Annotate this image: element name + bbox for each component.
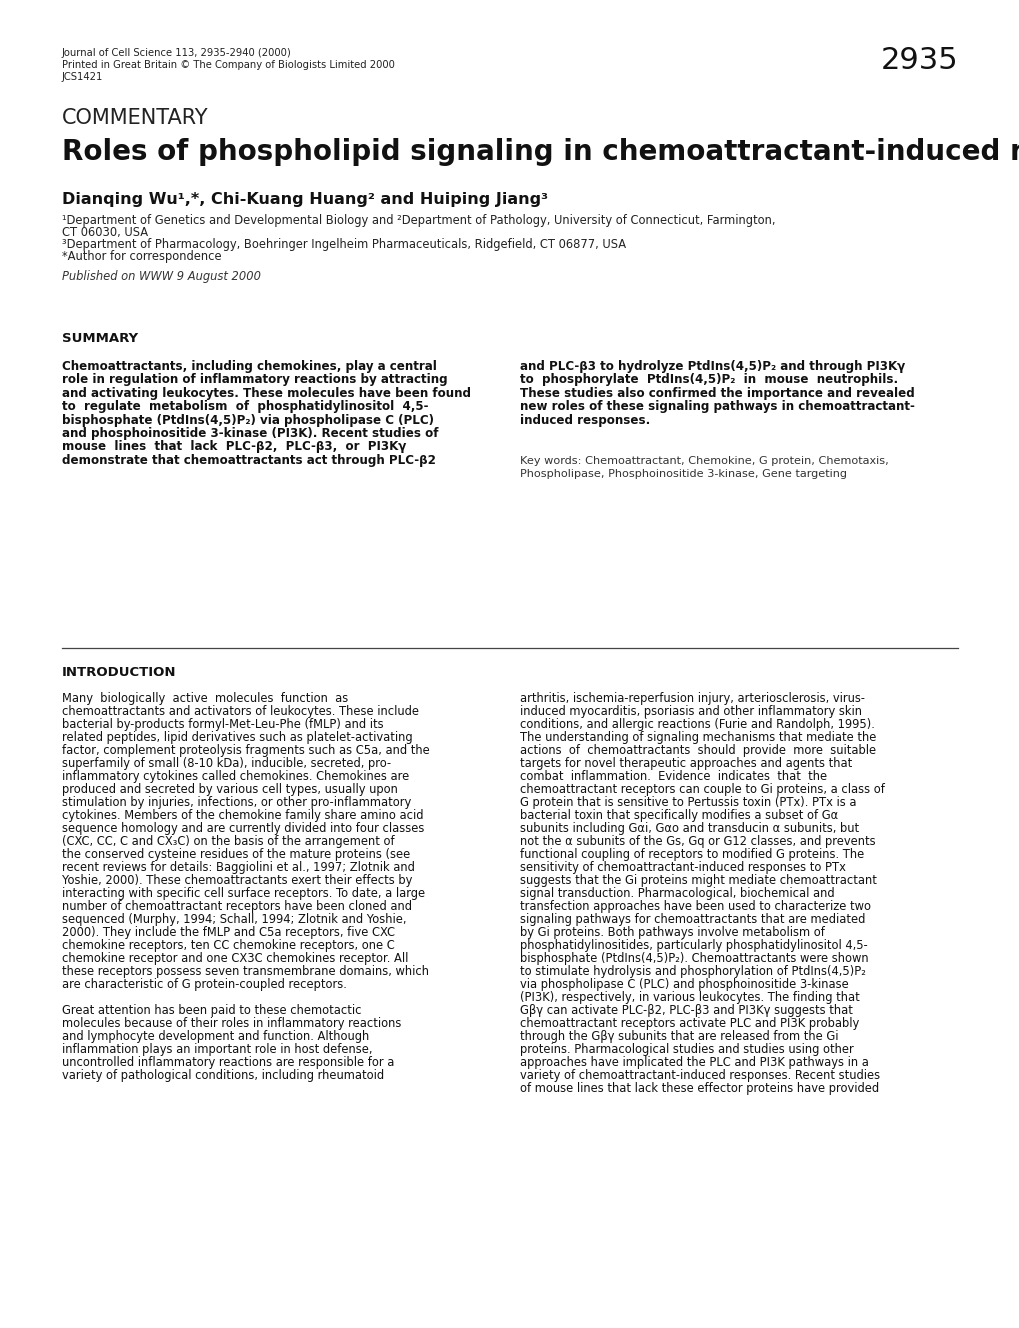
Text: and phosphoinositide 3-kinase (PI3K). Recent studies of: and phosphoinositide 3-kinase (PI3K). Re…: [62, 428, 438, 440]
Text: 2935: 2935: [879, 46, 957, 74]
Text: and PLC-β3 to hydrolyze PtdIns(4,5)P₂ and through PI3Kγ: and PLC-β3 to hydrolyze PtdIns(4,5)P₂ an…: [520, 360, 905, 373]
Text: conditions, and allergic reactions (Furie and Randolph, 1995).: conditions, and allergic reactions (Furi…: [520, 718, 874, 730]
Text: mouse  lines  that  lack  PLC-β2,  PLC-β3,  or  PI3Kγ: mouse lines that lack PLC-β2, PLC-β3, or…: [62, 441, 406, 453]
Text: chemokine receptor and one CX3C chemokines receptor. All: chemokine receptor and one CX3C chemokin…: [62, 952, 408, 965]
Text: bacterial by-products formyl-Met-Leu-Phe (fMLP) and its: bacterial by-products formyl-Met-Leu-Phe…: [62, 718, 383, 730]
Text: chemokine receptors, ten CC chemokine receptors, one C: chemokine receptors, ten CC chemokine re…: [62, 939, 394, 952]
Text: SUMMARY: SUMMARY: [62, 332, 138, 345]
Text: signaling pathways for chemoattractants that are mediated: signaling pathways for chemoattractants …: [520, 914, 864, 926]
Text: The understanding of signaling mechanisms that mediate the: The understanding of signaling mechanism…: [520, 730, 875, 744]
Text: chemoattractant receptors activate PLC and PI3K probably: chemoattractant receptors activate PLC a…: [520, 1017, 858, 1031]
Text: CT 06030, USA: CT 06030, USA: [62, 226, 148, 239]
Text: Journal of Cell Science 113, 2935-2940 (2000): Journal of Cell Science 113, 2935-2940 (…: [62, 48, 291, 58]
Text: not the α subunits of the Gs, Gq or G12 classes, and prevents: not the α subunits of the Gs, Gq or G12 …: [520, 835, 874, 849]
Text: arthritis, ischemia-reperfusion injury, arteriosclerosis, virus-: arthritis, ischemia-reperfusion injury, …: [520, 692, 864, 705]
Text: to  regulate  metabolism  of  phosphatidylinositol  4,5-: to regulate metabolism of phosphatidylin…: [62, 400, 428, 413]
Text: subunits including Gαi, Gαo and transducin α subunits, but: subunits including Gαi, Gαo and transduc…: [520, 822, 858, 835]
Text: Gβγ can activate PLC-β2, PLC-β3 and PI3Kγ suggests that: Gβγ can activate PLC-β2, PLC-β3 and PI3K…: [520, 1004, 852, 1017]
Text: chemoattractants and activators of leukocytes. These include: chemoattractants and activators of leuko…: [62, 705, 419, 718]
Text: approaches have implicated the PLC and PI3K pathways in a: approaches have implicated the PLC and P…: [520, 1056, 868, 1069]
Text: inflammation plays an important role in host defense,: inflammation plays an important role in …: [62, 1042, 372, 1056]
Text: factor, complement proteolysis fragments such as C5a, and the: factor, complement proteolysis fragments…: [62, 744, 429, 757]
Text: related peptides, lipid derivatives such as platelet-activating: related peptides, lipid derivatives such…: [62, 730, 413, 744]
Text: targets for novel therapeutic approaches and agents that: targets for novel therapeutic approaches…: [520, 757, 852, 770]
Text: through the Gβγ subunits that are released from the Gi: through the Gβγ subunits that are releas…: [520, 1031, 838, 1042]
Text: transfection approaches have been used to characterize two: transfection approaches have been used t…: [520, 900, 870, 914]
Text: uncontrolled inflammatory reactions are responsible for a: uncontrolled inflammatory reactions are …: [62, 1056, 394, 1069]
Text: phosphatidylinositides, particularly phosphatidylinositol 4,5-: phosphatidylinositides, particularly pho…: [520, 939, 867, 952]
Text: demonstrate that chemoattractants act through PLC-β2: demonstrate that chemoattractants act th…: [62, 454, 435, 467]
Text: number of chemoattractant receptors have been cloned and: number of chemoattractant receptors have…: [62, 900, 412, 914]
Text: chemoattractant receptors can couple to Gi proteins, a class of: chemoattractant receptors can couple to …: [520, 784, 884, 795]
Text: JCS1421: JCS1421: [62, 72, 103, 82]
Text: (CXC, CC, C and CX₃C) on the basis of the arrangement of: (CXC, CC, C and CX₃C) on the basis of th…: [62, 835, 394, 849]
Text: variety of pathological conditions, including rheumatoid: variety of pathological conditions, incl…: [62, 1069, 384, 1082]
Text: These studies also confirmed the importance and revealed: These studies also confirmed the importa…: [520, 386, 914, 400]
Text: Chemoattractants, including chemokines, play a central: Chemoattractants, including chemokines, …: [62, 360, 436, 373]
Text: molecules because of their roles in inflammatory reactions: molecules because of their roles in infl…: [62, 1017, 401, 1031]
Text: actions  of  chemoattractants  should  provide  more  suitable: actions of chemoattractants should provi…: [520, 744, 875, 757]
Text: 2000). They include the fMLP and C5a receptors, five CXC: 2000). They include the fMLP and C5a rec…: [62, 926, 394, 939]
Text: Printed in Great Britain © The Company of Biologists Limited 2000: Printed in Great Britain © The Company o…: [62, 60, 394, 70]
Text: induced responses.: induced responses.: [520, 413, 650, 426]
Text: G protein that is sensitive to Pertussis toxin (PTx). PTx is a: G protein that is sensitive to Pertussis…: [520, 795, 856, 809]
Text: recent reviews for details: Baggiolini et al., 1997; Zlotnik and: recent reviews for details: Baggiolini e…: [62, 861, 415, 874]
Text: via phospholipase C (PLC) and phosphoinositide 3-kinase: via phospholipase C (PLC) and phosphoino…: [520, 977, 848, 991]
Text: stimulation by injuries, infections, or other pro-inflammatory: stimulation by injuries, infections, or …: [62, 795, 411, 809]
Text: to stimulate hydrolysis and phosphorylation of PtdIns(4,5)P₂: to stimulate hydrolysis and phosphorylat…: [520, 965, 865, 977]
Text: cytokines. Members of the chemokine family share amino acid: cytokines. Members of the chemokine fami…: [62, 809, 423, 822]
Text: COMMENTARY: COMMENTARY: [62, 108, 209, 127]
Text: Yoshie, 2000). These chemoattractants exert their effects by: Yoshie, 2000). These chemoattractants ex…: [62, 874, 412, 887]
Text: and lymphocyte development and function. Although: and lymphocyte development and function.…: [62, 1031, 369, 1042]
Text: bisphosphate (PtdIns(4,5)P₂) via phospholipase C (PLC): bisphosphate (PtdIns(4,5)P₂) via phospho…: [62, 413, 433, 426]
Text: are characteristic of G protein-coupled receptors.: are characteristic of G protein-coupled …: [62, 977, 346, 991]
Text: and activating leukocytes. These molecules have been found: and activating leukocytes. These molecul…: [62, 386, 471, 400]
Text: superfamily of small (8-10 kDa), inducible, secreted, pro-: superfamily of small (8-10 kDa), inducib…: [62, 757, 390, 770]
Text: bacterial toxin that specifically modifies a subset of Gα: bacterial toxin that specifically modifi…: [520, 809, 838, 822]
Text: bisphosphate (PtdIns(4,5)P₂). Chemoattractants were shown: bisphosphate (PtdIns(4,5)P₂). Chemoattra…: [520, 952, 868, 965]
Text: signal transduction. Pharmacological, biochemical and: signal transduction. Pharmacological, bi…: [520, 887, 834, 900]
Text: these receptors possess seven transmembrane domains, which: these receptors possess seven transmembr…: [62, 965, 429, 977]
Text: produced and secreted by various cell types, usually upon: produced and secreted by various cell ty…: [62, 784, 397, 795]
Text: role in regulation of inflammatory reactions by attracting: role in regulation of inflammatory react…: [62, 373, 447, 386]
Text: ³Department of Pharmacology, Boehringer Ingelheim Pharmaceuticals, Ridgefield, C: ³Department of Pharmacology, Boehringer …: [62, 238, 626, 251]
Text: Roles of phospholipid signaling in chemoattractant-induced responses: Roles of phospholipid signaling in chemo…: [62, 138, 1019, 166]
Text: interacting with specific cell surface receptors. To date, a large: interacting with specific cell surface r…: [62, 887, 425, 900]
Text: sensitivity of chemoattractant-induced responses to PTx: sensitivity of chemoattractant-induced r…: [520, 861, 845, 874]
Text: the conserved cysteine residues of the mature proteins (see: the conserved cysteine residues of the m…: [62, 849, 410, 861]
Text: functional coupling of receptors to modified G proteins. The: functional coupling of receptors to modi…: [520, 849, 863, 861]
Text: (PI3K), respectively, in various leukocytes. The finding that: (PI3K), respectively, in various leukocy…: [520, 991, 859, 1004]
Text: inflammatory cytokines called chemokines. Chemokines are: inflammatory cytokines called chemokines…: [62, 770, 409, 784]
Text: INTRODUCTION: INTRODUCTION: [62, 667, 176, 679]
Text: Great attention has been paid to these chemotactic: Great attention has been paid to these c…: [62, 1004, 361, 1017]
Text: proteins. Pharmacological studies and studies using other: proteins. Pharmacological studies and st…: [520, 1042, 853, 1056]
Text: by Gi proteins. Both pathways involve metabolism of: by Gi proteins. Both pathways involve me…: [520, 926, 824, 939]
Text: Phospholipase, Phosphoinositide 3-kinase, Gene targeting: Phospholipase, Phosphoinositide 3-kinase…: [520, 469, 846, 479]
Text: combat  inflammation.  Evidence  indicates  that  the: combat inflammation. Evidence indicates …: [520, 770, 826, 784]
Text: variety of chemoattractant-induced responses. Recent studies: variety of chemoattractant-induced respo…: [520, 1069, 879, 1082]
Text: Dianqing Wu¹,*, Chi-Kuang Huang² and Huiping Jiang³: Dianqing Wu¹,*, Chi-Kuang Huang² and Hui…: [62, 193, 547, 207]
Text: *Author for correspondence: *Author for correspondence: [62, 250, 221, 263]
Text: suggests that the Gi proteins might mediate chemoattractant: suggests that the Gi proteins might medi…: [520, 874, 876, 887]
Text: new roles of these signaling pathways in chemoattractant-: new roles of these signaling pathways in…: [520, 400, 914, 413]
Text: of mouse lines that lack these effector proteins have provided: of mouse lines that lack these effector …: [520, 1082, 878, 1096]
Text: induced myocarditis, psoriasis and other inflammatory skin: induced myocarditis, psoriasis and other…: [520, 705, 861, 718]
Text: Key words: Chemoattractant, Chemokine, G protein, Chemotaxis,: Key words: Chemoattractant, Chemokine, G…: [520, 457, 888, 466]
Text: Many  biologically  active  molecules  function  as: Many biologically active molecules funct…: [62, 692, 347, 705]
Text: to  phosphorylate  PtdIns(4,5)P₂  in  mouse  neutrophils.: to phosphorylate PtdIns(4,5)P₂ in mouse …: [520, 373, 898, 386]
Text: Published on WWW 9 August 2000: Published on WWW 9 August 2000: [62, 270, 261, 283]
Text: sequenced (Murphy, 1994; Schall, 1994; Zlotnik and Yoshie,: sequenced (Murphy, 1994; Schall, 1994; Z…: [62, 914, 407, 926]
Text: ¹Department of Genetics and Developmental Biology and ²Department of Pathology, : ¹Department of Genetics and Developmenta…: [62, 214, 774, 227]
Text: sequence homology and are currently divided into four classes: sequence homology and are currently divi…: [62, 822, 424, 835]
